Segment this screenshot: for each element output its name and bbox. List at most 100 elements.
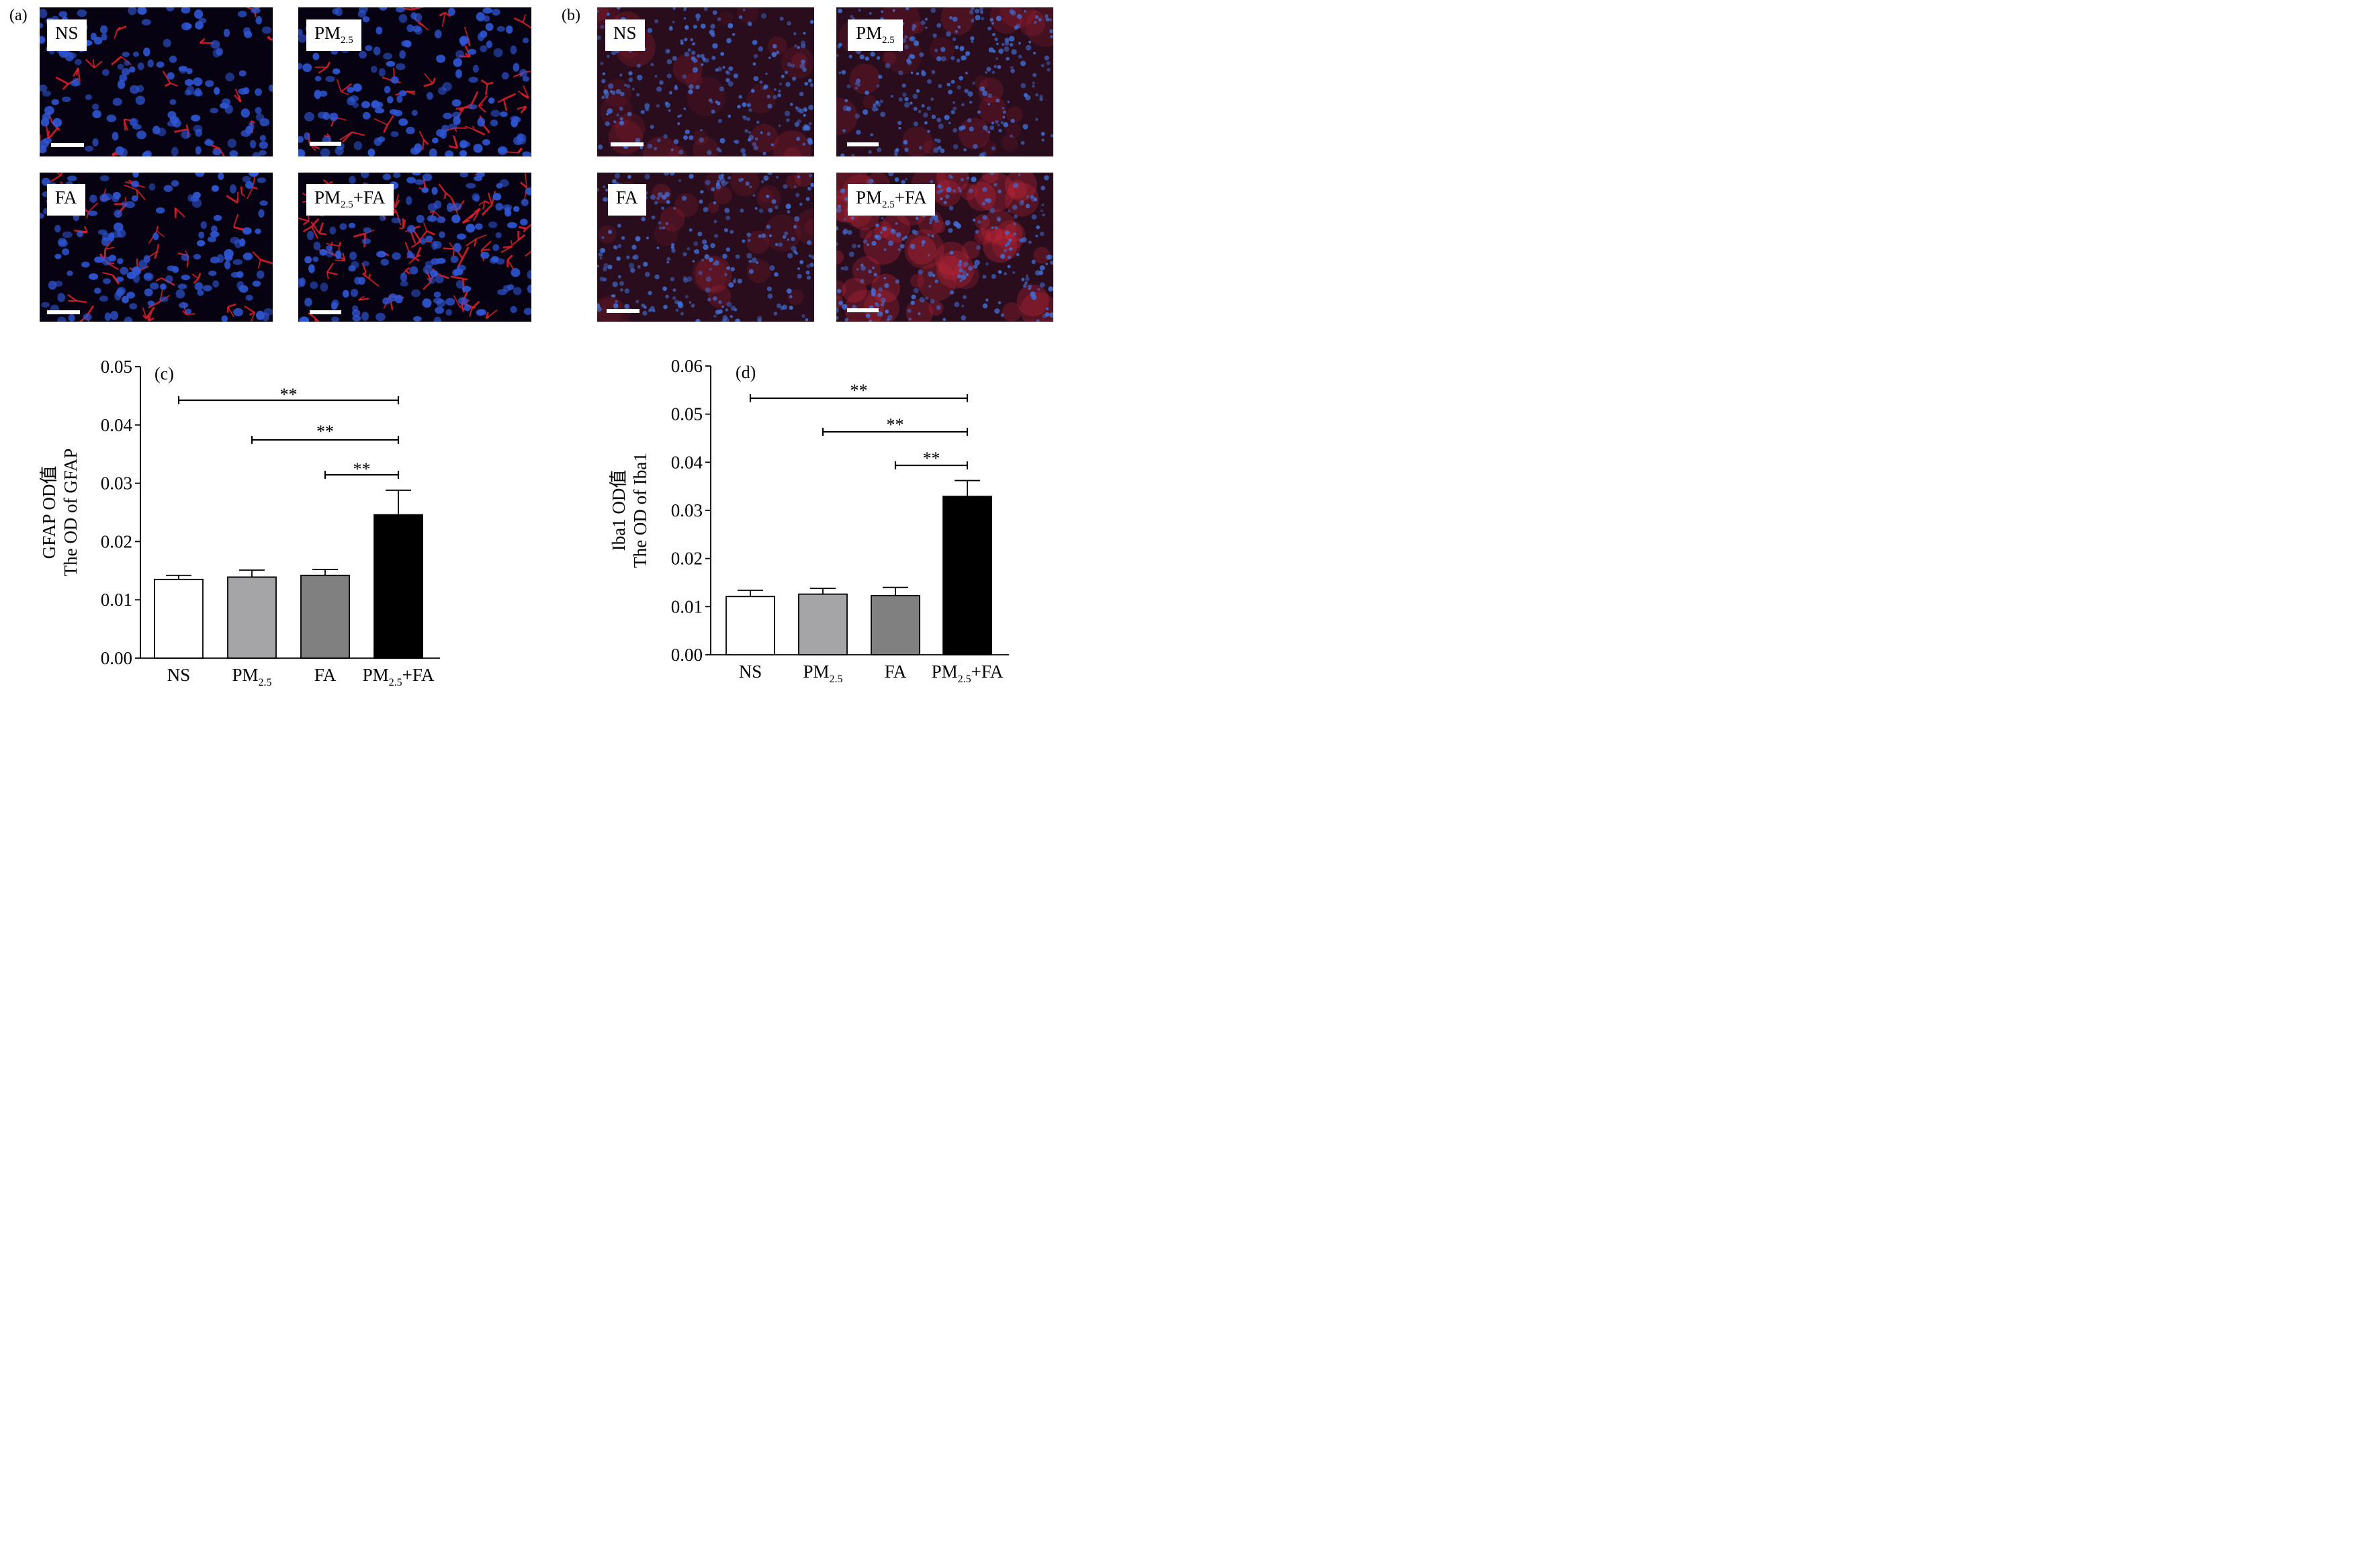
nucleus: [683, 135, 688, 140]
nucleus: [473, 144, 483, 153]
nucleus: [624, 304, 629, 310]
nucleus: [506, 222, 517, 228]
nucleus: [245, 294, 253, 301]
nucleus: [656, 196, 660, 200]
nucleus: [490, 119, 498, 127]
nucleus: [249, 140, 257, 148]
gfap-process: [247, 187, 254, 199]
nucleus: [663, 134, 668, 139]
nucleus: [774, 272, 779, 277]
tag-sub: 2.5: [882, 199, 895, 210]
nucleus: [124, 316, 133, 322]
gfap-process: [260, 259, 273, 265]
nucleus: [672, 21, 675, 24]
nucleus: [166, 7, 175, 11]
nucleus: [197, 289, 204, 296]
nucleus: [512, 116, 521, 123]
nucleus: [952, 101, 956, 104]
nucleus: [377, 136, 386, 142]
nucleus: [607, 54, 610, 58]
nucleus: [186, 68, 193, 75]
nucleus: [1018, 42, 1022, 45]
nucleus: [934, 218, 939, 223]
nucleus: [782, 304, 787, 310]
gfap-process: [238, 95, 242, 103]
nucleus: [728, 114, 732, 118]
nucleus: [904, 44, 909, 50]
nucleus: [81, 261, 90, 268]
gfap-process: [105, 246, 115, 250]
nucleus: [1000, 121, 1004, 125]
nucleus: [965, 51, 971, 56]
nucleus: [204, 139, 214, 146]
nucleus: [953, 144, 959, 150]
nucleus: [390, 76, 399, 84]
nucleus: [746, 253, 752, 259]
nucleus: [210, 107, 218, 113]
nucleus: [648, 308, 652, 313]
nucleus: [754, 207, 758, 210]
nucleus: [642, 261, 648, 267]
nucleus: [1048, 286, 1053, 292]
nucleus: [624, 83, 627, 87]
gfap-process: [473, 238, 478, 246]
nucleus: [848, 54, 852, 58]
nucleus: [666, 261, 670, 264]
nucleus: [998, 301, 1002, 305]
nucleus: [615, 89, 621, 95]
nucleus: [1007, 101, 1010, 103]
nucleus: [422, 298, 432, 308]
tag-main: FA: [616, 187, 638, 208]
nucleus: [876, 234, 882, 240]
chart-c-y-tick-label: 0.02: [101, 531, 132, 551]
nucleus: [665, 222, 669, 226]
nucleus: [302, 63, 312, 73]
nucleus: [805, 318, 809, 322]
nucleus: [114, 291, 122, 301]
nucleus: [129, 303, 138, 310]
nucleus: [243, 253, 253, 261]
nucleus: [837, 289, 842, 293]
nucleus: [973, 264, 978, 269]
nucleus: [795, 252, 798, 255]
nucleus: [929, 217, 934, 222]
tag-main: PM: [856, 187, 883, 208]
nucleus: [245, 181, 254, 189]
nucleus: [998, 48, 1004, 54]
nucleus: [472, 193, 480, 201]
nucleus: [645, 107, 650, 111]
nucleus: [298, 149, 306, 156]
nucleus: [685, 25, 689, 29]
nucleus: [715, 310, 721, 315]
nucleus: [967, 118, 972, 123]
nucleus: [723, 228, 729, 232]
nucleus: [758, 234, 762, 238]
gfap-process: [461, 246, 470, 259]
nucleus: [964, 89, 969, 93]
nucleus: [887, 240, 893, 246]
nucleus: [223, 28, 230, 38]
nucleus: [940, 148, 945, 153]
nucleus: [488, 221, 498, 228]
nucleus: [951, 56, 955, 60]
iba1-stain: [936, 173, 969, 194]
nucleus: [40, 145, 47, 154]
nucleus: [772, 44, 777, 49]
nucleus: [1009, 9, 1014, 15]
nucleus: [730, 315, 734, 318]
nucleus: [766, 224, 771, 230]
gfap-process: [453, 295, 461, 308]
nucleus: [877, 311, 883, 317]
nucleus: [996, 98, 1000, 103]
nucleus: [850, 15, 854, 19]
nucleus: [735, 254, 740, 259]
nucleus: [92, 138, 99, 147]
nucleus: [725, 308, 729, 312]
nucleus: [931, 114, 936, 120]
nucleus: [511, 268, 521, 277]
nucleus: [703, 59, 706, 62]
nucleus: [893, 150, 899, 154]
nucleus: [1016, 13, 1022, 19]
nucleus: [378, 68, 386, 77]
nucleus: [1002, 110, 1006, 114]
